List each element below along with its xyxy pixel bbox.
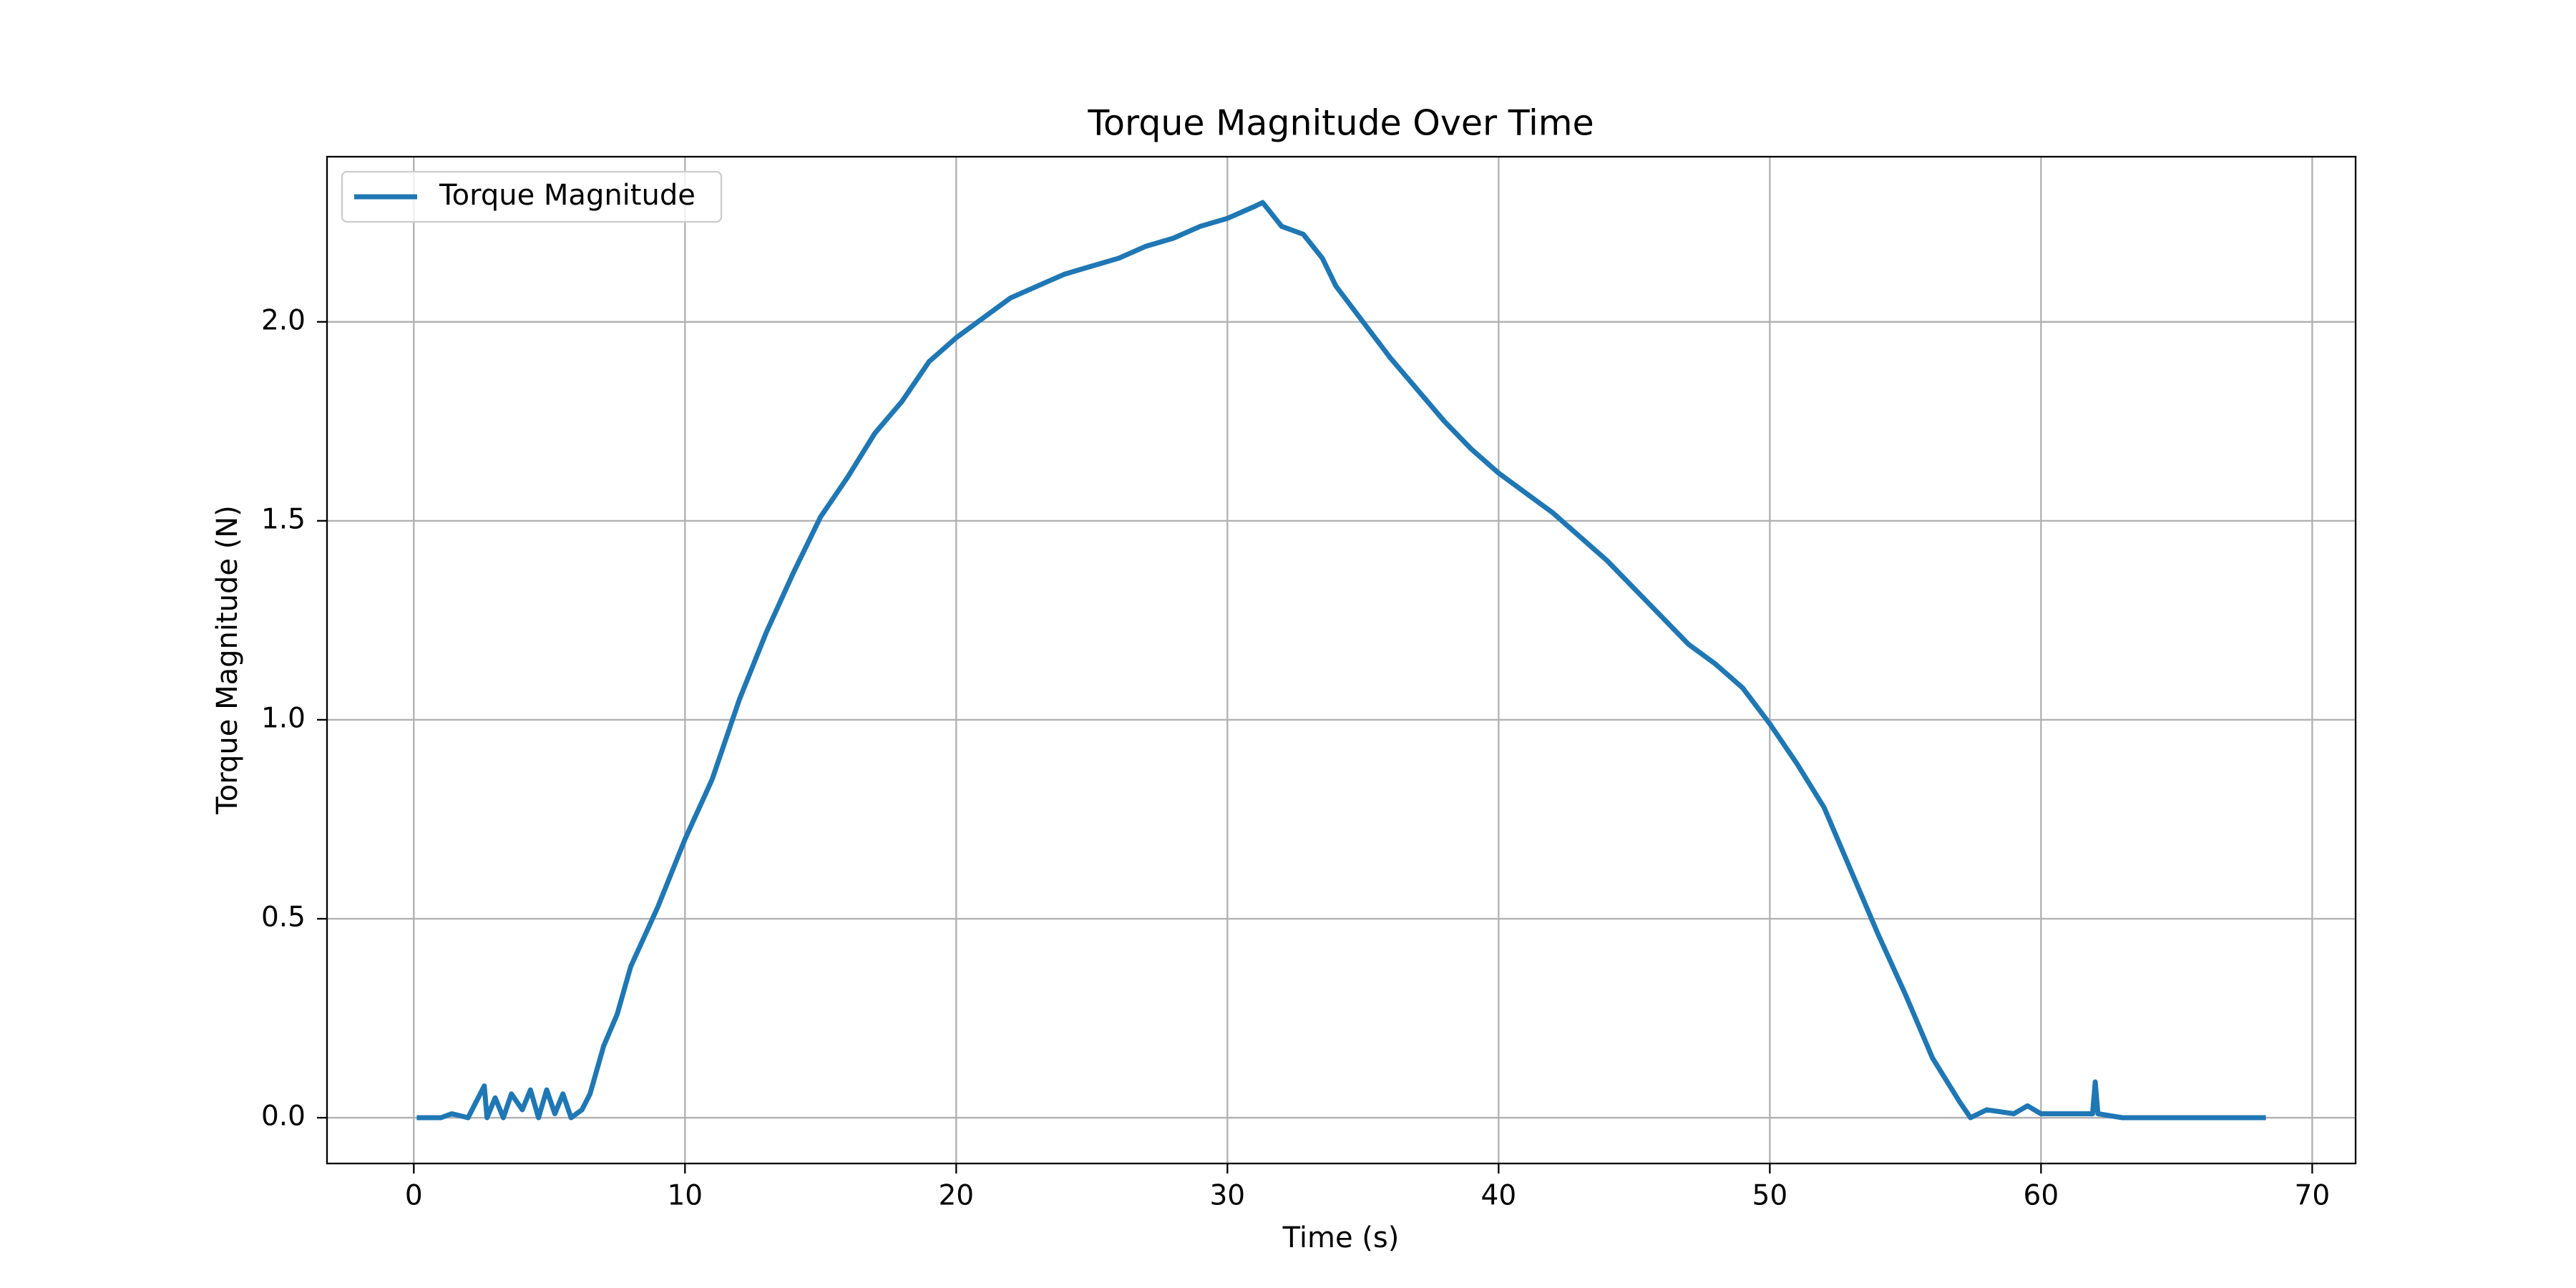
x-tick-label: 40: [1481, 1180, 1517, 1212]
x-tick-label: 10: [667, 1180, 703, 1212]
y-tick-label: 1.5: [261, 503, 306, 535]
y-tick-label: 0.5: [261, 901, 306, 933]
x-tick-label: 60: [2024, 1180, 2059, 1212]
legend-box: [341, 170, 723, 223]
x-axis-label: Time (s): [1282, 1221, 1400, 1254]
chart-title: Torque Magnitude Over Time: [1087, 103, 1594, 144]
x-tick-label: 70: [2295, 1180, 2331, 1212]
y-tick-label: 2.0: [261, 304, 306, 336]
x-tick-label: 20: [938, 1180, 974, 1212]
data-line: [416, 200, 2266, 1121]
y-axis-label: Torque Magnitude (N): [211, 505, 244, 815]
legend-label: Torque Magnitude: [439, 179, 696, 212]
x-tick-label: 30: [1209, 1180, 1245, 1212]
axes-frame: [326, 155, 2357, 1165]
x-tick-label: 50: [1752, 1180, 1788, 1212]
x-tick-label: 0: [405, 1180, 423, 1212]
y-tick-label: 0.0: [261, 1101, 306, 1133]
y-tick-label: 1.0: [261, 702, 306, 734]
